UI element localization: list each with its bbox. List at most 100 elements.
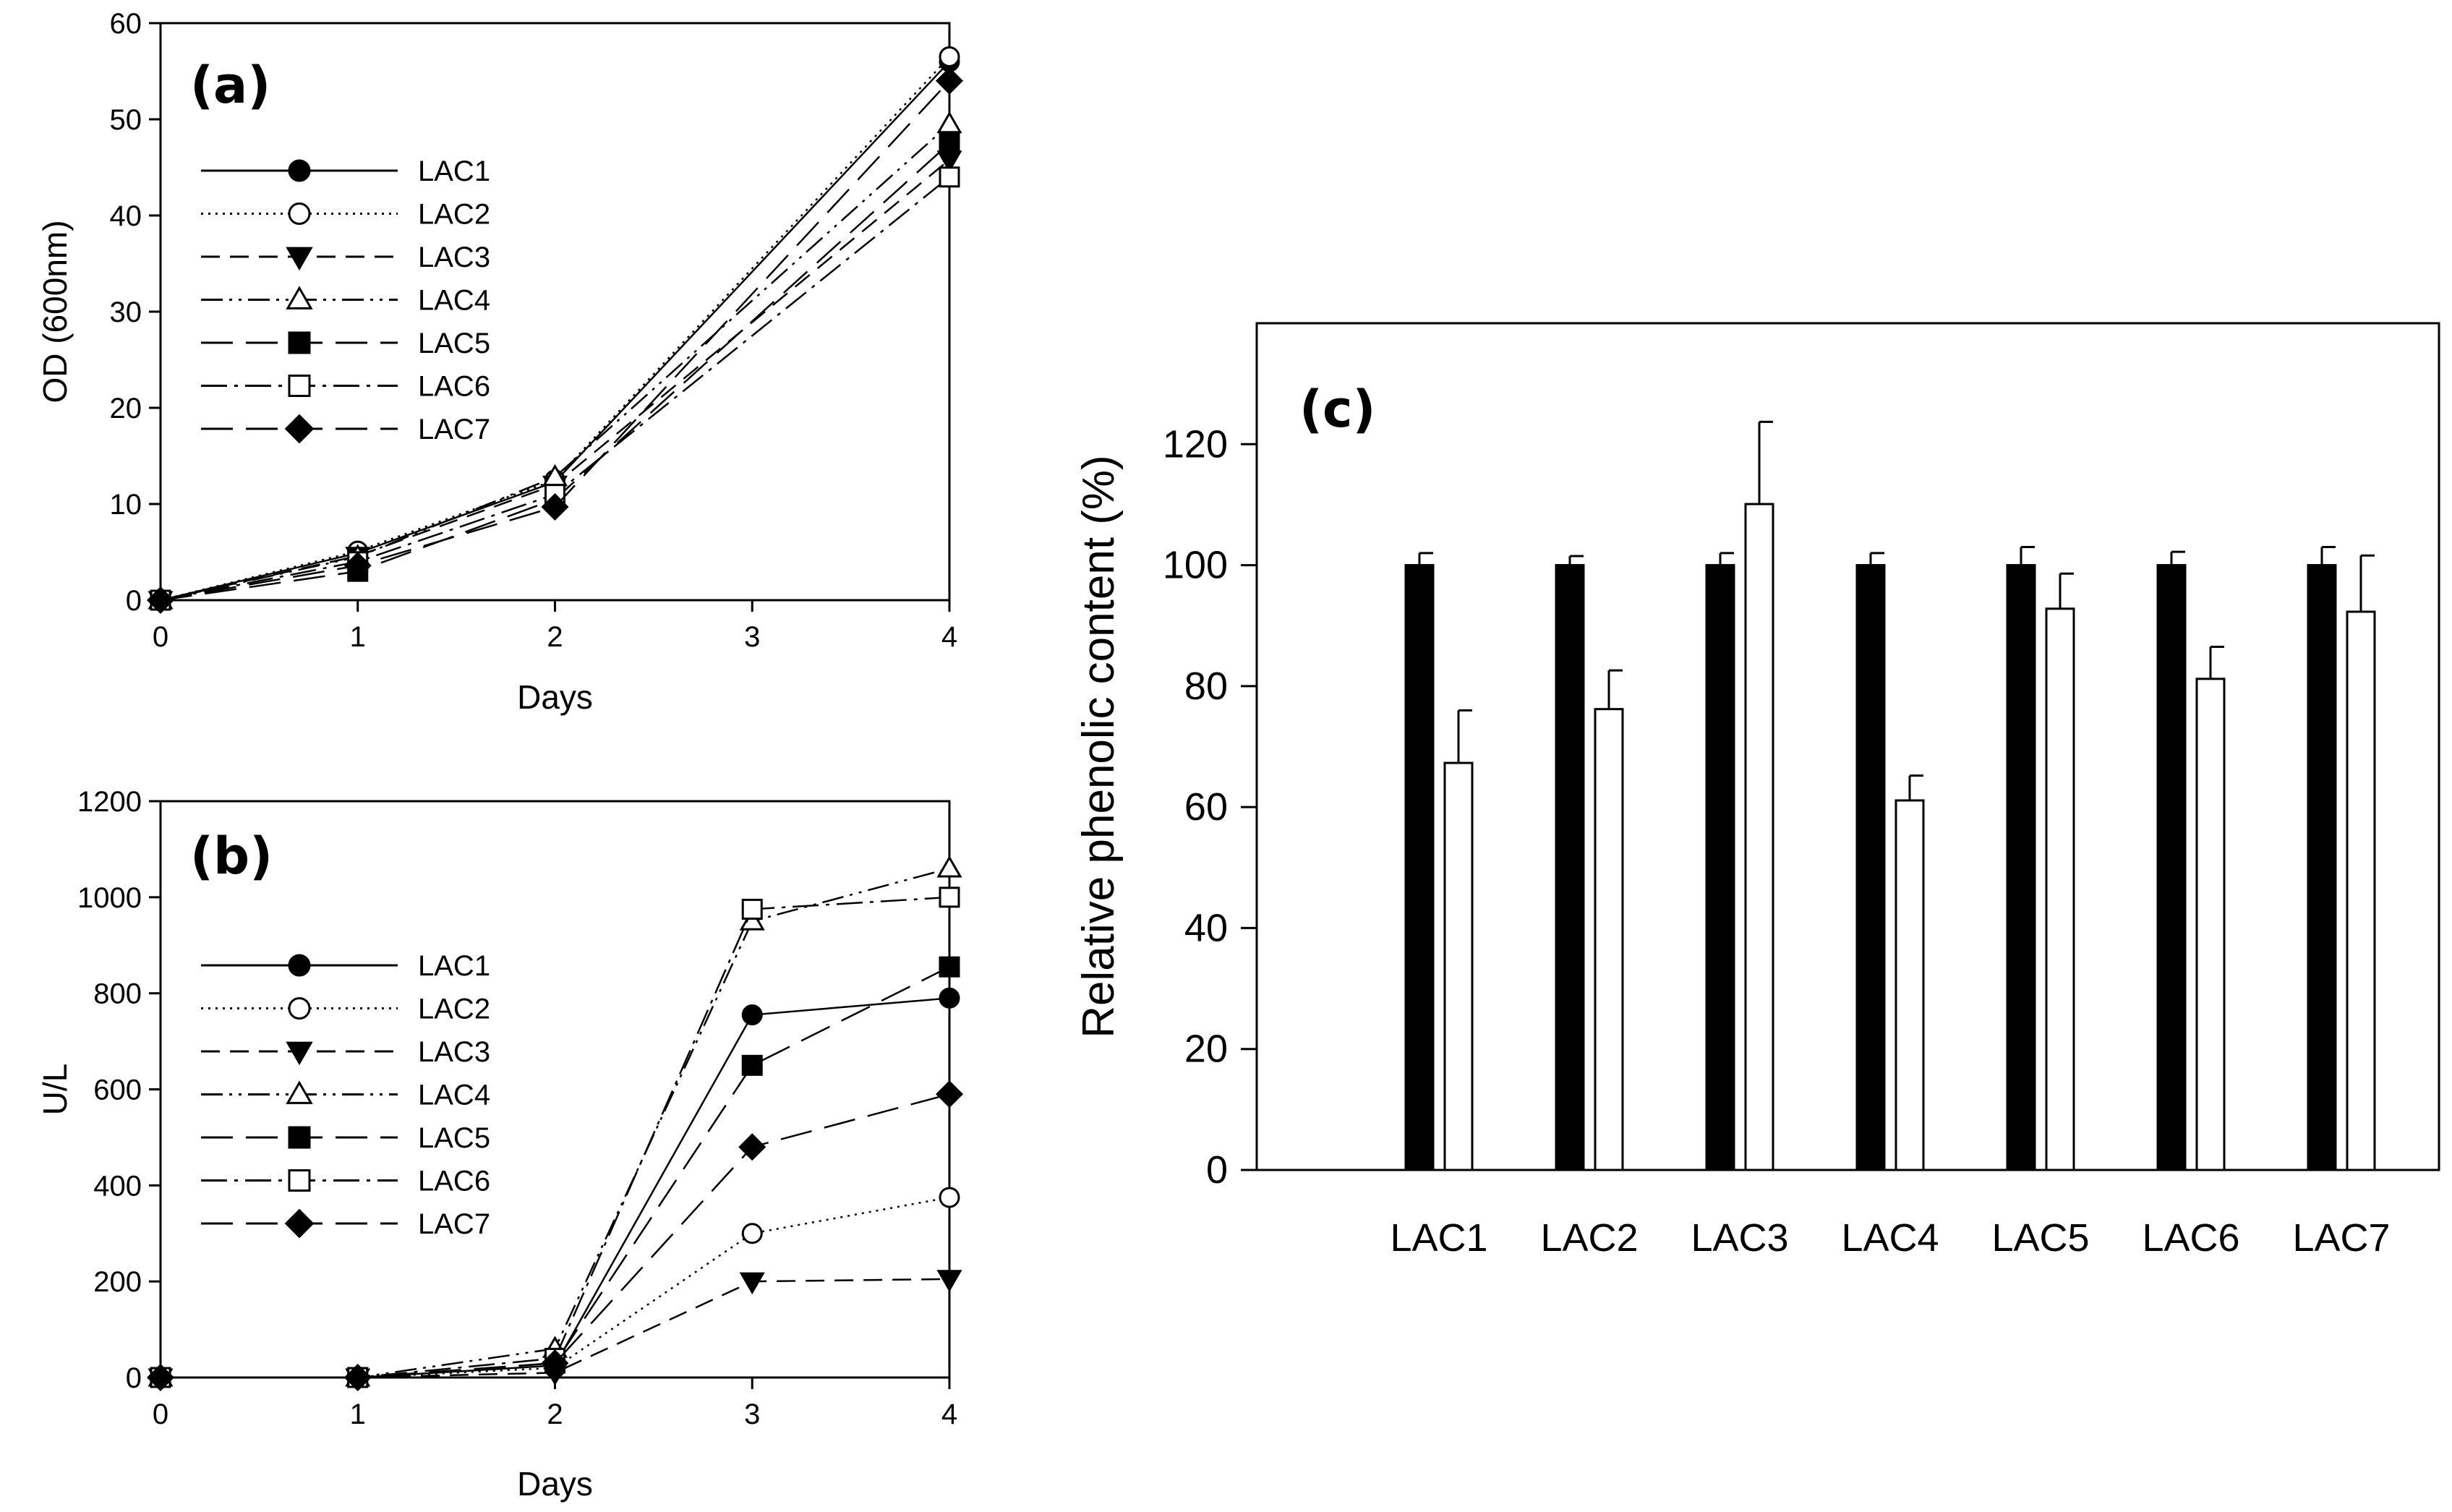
legend-marker bbox=[288, 331, 311, 354]
bar bbox=[1404, 564, 1435, 1171]
legend-marker bbox=[288, 954, 311, 977]
y-tick-label: 10 bbox=[110, 489, 142, 521]
plot-frame bbox=[1255, 322, 2440, 1171]
x-tick-label: 0 bbox=[153, 1398, 168, 1430]
data-point bbox=[939, 987, 960, 1009]
y-tick-label: 60 bbox=[110, 8, 142, 40]
y-tick-label: 1200 bbox=[77, 786, 142, 818]
series-lac6 bbox=[150, 166, 960, 611]
y-tick-label: 40 bbox=[1184, 906, 1228, 949]
y-tick-label: 80 bbox=[1184, 665, 1228, 708]
category-label: LAC3 bbox=[1691, 1216, 1788, 1260]
y-axis-label: U/L bbox=[36, 1064, 74, 1116]
x-tick-label: 4 bbox=[941, 1398, 957, 1430]
y-tick-label: 1000 bbox=[77, 882, 142, 914]
x-tick-label: 4 bbox=[941, 621, 957, 653]
series-line bbox=[161, 1093, 950, 1379]
data-point bbox=[939, 887, 960, 908]
legend-entry-label: LAC7 bbox=[418, 1208, 490, 1240]
legend-marker bbox=[288, 1169, 311, 1192]
legend-marker bbox=[288, 202, 311, 225]
legend-marker bbox=[288, 159, 311, 182]
legend-entry-label: LAC2 bbox=[418, 199, 490, 231]
bar bbox=[2307, 564, 2337, 1171]
bar bbox=[1555, 564, 1585, 1171]
series-lac7 bbox=[146, 67, 964, 615]
category-label: LAC7 bbox=[2292, 1216, 2390, 1260]
y-axis-label: OD (600nm) bbox=[36, 220, 74, 403]
legend-marker bbox=[286, 1041, 313, 1066]
legend-marker bbox=[286, 286, 313, 309]
x-tick-label: 3 bbox=[744, 621, 760, 653]
bar bbox=[2195, 678, 2226, 1171]
y-tick-label: 0 bbox=[126, 585, 142, 617]
legend-entry-label: LAC6 bbox=[418, 371, 490, 403]
y-tick-label: 60 bbox=[1184, 785, 1228, 829]
data-point bbox=[741, 1004, 763, 1026]
legend-marker bbox=[286, 247, 313, 271]
y-tick-label: 0 bbox=[126, 1362, 142, 1394]
panel-label: (c) bbox=[1299, 380, 1375, 439]
data-point bbox=[146, 586, 175, 615]
data-point bbox=[739, 1272, 765, 1295]
data-point bbox=[939, 956, 960, 978]
series-line bbox=[160, 142, 950, 602]
legend-entry-label: LAC5 bbox=[418, 1122, 490, 1154]
legend-entry-label: LAC5 bbox=[418, 328, 490, 359]
data-point bbox=[939, 132, 960, 154]
y-tick-label: 50 bbox=[110, 104, 142, 136]
series-line bbox=[160, 176, 950, 602]
y-tick-label: 600 bbox=[93, 1075, 142, 1106]
x-tick-label: 1 bbox=[350, 1398, 366, 1430]
legend-marker bbox=[284, 1208, 315, 1239]
category-label: LAC6 bbox=[2142, 1216, 2239, 1260]
legend-entry-label: LAC1 bbox=[418, 950, 490, 982]
legend-entry-label: LAC3 bbox=[418, 1036, 490, 1068]
bar bbox=[1855, 564, 1886, 1171]
legend-marker bbox=[288, 997, 311, 1020]
legend-entry-label: LAC6 bbox=[418, 1166, 490, 1197]
category-label: LAC4 bbox=[1841, 1216, 1939, 1260]
category-label: LAC2 bbox=[1540, 1216, 1638, 1260]
data-point bbox=[738, 1133, 766, 1161]
data-point bbox=[939, 166, 960, 188]
data-point bbox=[936, 1270, 962, 1292]
panel-c-phenolic-bar-chart: 0 20 40 60 80 100 120 Relative phenolic content… bbox=[1074, 322, 2440, 1260]
y-tick-label: 0 bbox=[1206, 1148, 1228, 1192]
series-line bbox=[160, 123, 950, 602]
data-point bbox=[936, 855, 962, 878]
legend-entry-label: LAC3 bbox=[418, 242, 490, 273]
bar bbox=[2346, 610, 2376, 1171]
data-point bbox=[741, 1223, 763, 1244]
x-tick-label: 2 bbox=[547, 621, 563, 653]
legend: LAC1 LAC2 LAC3 LAC4 LAC5 LAC6 LAC7 bbox=[201, 950, 490, 1240]
bar bbox=[1894, 799, 1925, 1171]
series-line bbox=[160, 158, 950, 602]
y-tick-label: 100 bbox=[1163, 544, 1228, 587]
plot-frame bbox=[159, 800, 951, 1379]
series-line bbox=[161, 997, 950, 1379]
panel-label: (b) bbox=[190, 827, 273, 886]
series-lac1 bbox=[150, 51, 960, 611]
data-point bbox=[541, 492, 569, 521]
y-tick-label: 20 bbox=[110, 393, 142, 424]
data-point bbox=[343, 552, 372, 580]
bar bbox=[2006, 564, 2036, 1171]
legend-entry-label: LAC4 bbox=[418, 1080, 490, 1111]
legend-marker bbox=[284, 414, 315, 444]
data-point bbox=[541, 1349, 569, 1378]
y-tick-label: 120 bbox=[1163, 422, 1228, 466]
bar bbox=[1744, 503, 1774, 1171]
legend-entry-label: LAC1 bbox=[418, 155, 490, 187]
y-tick-label: 40 bbox=[110, 200, 142, 232]
panel-label: (a) bbox=[190, 56, 270, 115]
series-lac1 bbox=[150, 987, 960, 1388]
series-line bbox=[160, 61, 950, 602]
y-tick-label: 200 bbox=[93, 1266, 142, 1298]
bar bbox=[2156, 564, 2187, 1171]
y-tick-label: 20 bbox=[1184, 1028, 1228, 1071]
data-point bbox=[741, 1054, 763, 1076]
bar bbox=[2045, 607, 2075, 1171]
